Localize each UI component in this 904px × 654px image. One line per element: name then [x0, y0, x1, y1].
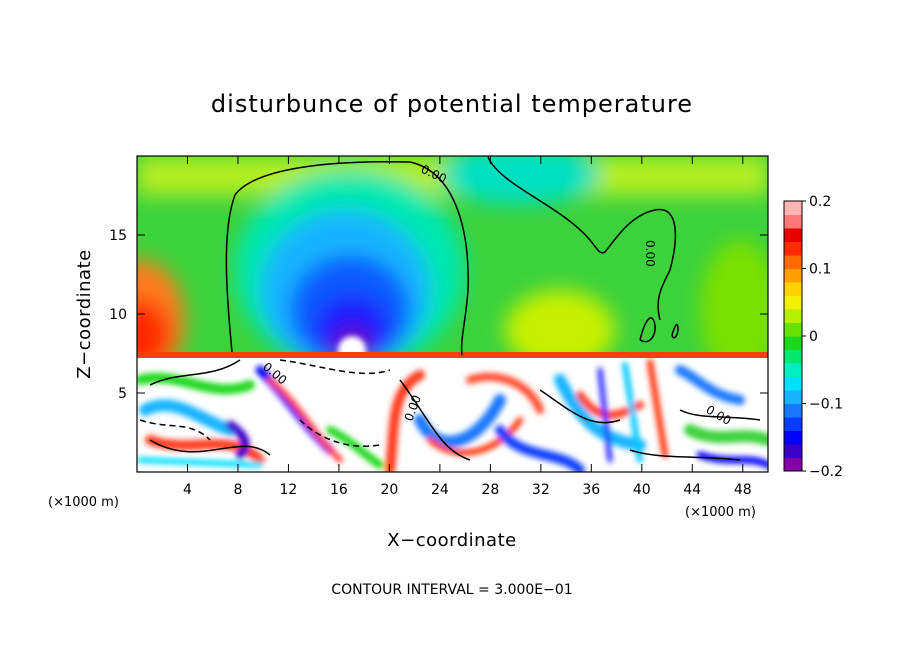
x-tick-label: 8 — [233, 482, 242, 498]
colorbar-swatch — [784, 444, 802, 458]
x-ticks: 4 8 12 16 20 24 28 32 36 40 44 48 — [183, 156, 752, 498]
colorbar-swatch — [784, 295, 802, 310]
colorbar — [784, 201, 802, 472]
colorbar-swatch — [784, 457, 802, 472]
y-ticks: 5 10 15 — [109, 228, 768, 402]
x-unit-label-right: (×1000 m) — [685, 505, 756, 520]
colorbar-swatch — [784, 417, 802, 431]
colorbar-swatch — [784, 349, 802, 364]
colorbar-swatch — [784, 390, 802, 404]
x-tick-label: 44 — [683, 482, 701, 498]
x-tick-label: 48 — [734, 482, 752, 498]
x-tick-label: 36 — [582, 482, 600, 498]
colorbar-swatch — [784, 282, 802, 296]
colorbar-swatch — [784, 403, 802, 418]
x-tick-label: 28 — [481, 482, 499, 498]
x-tick-label: 32 — [532, 482, 550, 498]
x-tick-label: 20 — [380, 482, 398, 498]
colorbar-tick-label: 0 — [809, 329, 818, 345]
colorbar-swatch — [784, 336, 802, 350]
x-tick-label: 24 — [431, 482, 449, 498]
colorbar-swatch — [784, 322, 802, 337]
colorbar-swatch — [784, 201, 802, 215]
x-tick-label: 16 — [330, 482, 348, 498]
colorbar-swatch — [784, 363, 802, 377]
x-unit-label-left: (×1000 m) — [48, 495, 119, 510]
y-tick-label: 15 — [109, 228, 127, 244]
colorbar-swatch — [784, 430, 802, 445]
upper-field — [137, 156, 768, 380]
colorbar-swatch — [784, 268, 802, 283]
colorbar-tick-label: −0.2 — [809, 464, 843, 480]
colorbar-swatch — [784, 376, 802, 391]
contour-label: 0.00 — [643, 240, 657, 267]
x-tick-label: 4 — [183, 482, 192, 498]
colorbar-swatch — [784, 241, 802, 256]
chart-title: disturbunce of potential temperature — [211, 90, 693, 118]
plot-area: 0.00 0.00 0.00 0.00 0.00 — [137, 156, 768, 472]
inversion-band — [137, 352, 768, 358]
colorbar-tick-label: 0.1 — [809, 262, 831, 278]
y-tick-label: 5 — [118, 386, 127, 402]
colorbar-swatch — [784, 214, 802, 229]
lower-field — [137, 358, 768, 472]
colorbar-tick-label: −0.1 — [809, 397, 843, 413]
x-tick-label: 40 — [633, 482, 651, 498]
colorbar-swatch — [784, 309, 802, 323]
colorbar-swatch — [784, 228, 802, 242]
colorbar-ticks: 0.2 0.1 0 −0.1 −0.2 — [802, 194, 843, 480]
contour-interval-footer: CONTOUR INTERVAL = 3.000E−01 — [331, 582, 572, 598]
y-axis-label: Z−coordinate — [74, 249, 95, 378]
colorbar-tick-label: 0.2 — [809, 194, 831, 210]
y-tick-label: 10 — [109, 307, 127, 323]
x-axis-label: X−coordinate — [387, 530, 516, 551]
x-tick-label: 12 — [280, 482, 298, 498]
colorbar-swatch — [784, 255, 802, 269]
contour-lines — [139, 156, 761, 461]
